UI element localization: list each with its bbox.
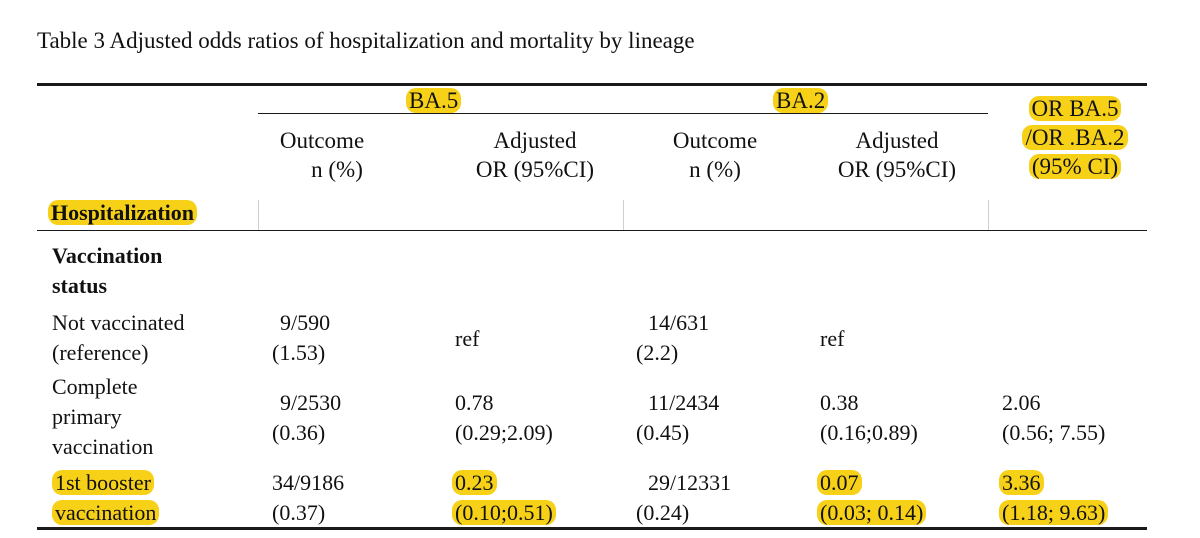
cell-ba5-or: 0.23 (0.10;0.51) [452, 468, 556, 528]
cell-ba2-outcome: 14/631 (2.2) [636, 310, 710, 365]
cell-ba5-or: ref [455, 326, 480, 351]
subheader-ba5-outcome: Outcome n (%) [279, 128, 365, 182]
group-header-ba5: BA.5 [406, 88, 462, 114]
column-separator [623, 200, 624, 230]
cell-ratio: 3.36 (1.18; 9.63) [999, 468, 1109, 528]
table-caption: Table 3 Adjusted odds ratios of hospital… [37, 28, 695, 53]
cell-ba5-outcome: 9/590 (1.53) [272, 310, 331, 365]
column-separator [988, 200, 989, 230]
row-label: Not vaccinated (reference) [52, 310, 185, 365]
row-label: Complete primary vaccination [52, 374, 154, 459]
subsection-heading: Vaccination status [52, 243, 163, 298]
cell-ba5-or: 0.78 (0.29;2.09) [455, 390, 553, 445]
cell-ba2-or: 0.38 (0.16;0.89) [820, 390, 918, 445]
section-heading: Hospitalization [48, 200, 198, 226]
cell-ba5-outcome: 9/2530 (0.36) [272, 390, 342, 445]
column-separator [258, 200, 259, 230]
cell-ba5-outcome: 34/9186 (0.37) [272, 470, 345, 525]
bottom-rule [37, 527, 1147, 530]
group-header-ba2: BA.2 [773, 88, 829, 114]
row-label: 1st booster vaccination [52, 468, 160, 528]
cell-ba2-outcome: 11/2434 (0.45) [636, 390, 720, 445]
subheader-ba5-adjusted: Adjusted OR (95%CI) [475, 128, 595, 182]
subheader-ba2-adjusted: Adjusted OR (95%CI) [837, 128, 957, 182]
subheader-ba2-outcome: Outcome n (%) [672, 128, 758, 182]
cell-ba2-outcome: 29/12331 (0.24) [636, 470, 732, 525]
header-bottom-rule [37, 230, 1147, 231]
cell-ba2-or: 0.07 (0.03; 0.14) [817, 468, 927, 528]
group-underline-left [258, 113, 988, 114]
top-rule [37, 83, 1147, 86]
group-header-ratio: OR BA.5 /OR .BA.2 (95% CI) [1010, 94, 1140, 181]
cell-ba2-or: ref [820, 326, 845, 351]
cell-ratio: 2.06 (0.56; 7.55) [1002, 390, 1106, 445]
